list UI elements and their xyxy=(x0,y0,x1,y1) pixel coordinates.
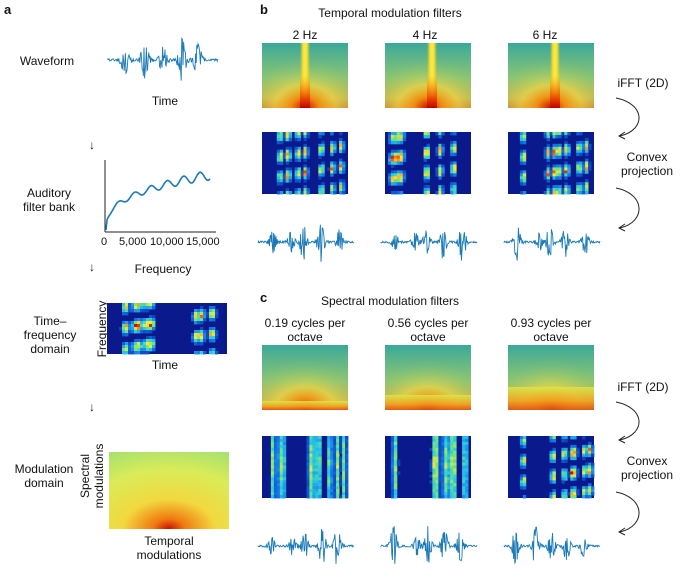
arrow-down-icon: ↓ xyxy=(89,138,95,152)
curved-arrow-icon xyxy=(615,401,640,444)
tf-time-caption: Time xyxy=(151,358,179,372)
filterbank-frequency-caption: Frequency xyxy=(134,262,192,276)
temporal-spectrogram-2hz xyxy=(262,132,348,195)
panel-b-col-6hz: 6 Hz xyxy=(532,28,558,42)
spectral-spectrogram-056 xyxy=(385,436,471,499)
spectral-waveform-019 xyxy=(257,528,355,564)
panel-c-letter: c xyxy=(260,290,268,305)
modulation-domain-label: Modulation domain xyxy=(14,462,74,490)
temporal-waveform-2hz xyxy=(257,224,354,262)
panel-b-col-4hz: 4 Hz xyxy=(412,28,438,42)
temporal-filter-6hz xyxy=(508,43,594,108)
modulation-domain-plot xyxy=(109,452,229,529)
panel-c-convex-label: Convex projection xyxy=(620,454,674,482)
panel-a-letter: a xyxy=(4,2,12,17)
spectral-waveform-056 xyxy=(380,526,478,564)
spectral-filter-019 xyxy=(262,345,348,410)
filterbank-label: Auditory filter bank xyxy=(22,186,76,214)
panel-b-title: Temporal modulation filters xyxy=(318,6,462,20)
modulation-xlabel: Temporal modulations xyxy=(136,534,202,562)
modulation-ylabel: Spectral modulations xyxy=(78,443,106,509)
tick-10000: 10,000 xyxy=(150,236,184,248)
filterbank-plot xyxy=(104,160,216,233)
waveform-label: Waveform xyxy=(19,54,75,68)
spectral-filter-093 xyxy=(508,345,594,410)
panel-c-col-093: 0.93 cycles per octave xyxy=(510,316,592,344)
waveform-time-caption: Time xyxy=(151,94,179,108)
tf-spectrogram xyxy=(107,303,227,355)
tf-domain-label: Time– frequency domain xyxy=(23,314,77,356)
curved-arrow-icon xyxy=(615,97,640,140)
spectral-filter-056 xyxy=(385,345,471,410)
waveform-plot xyxy=(107,36,219,81)
temporal-spectrogram-4hz xyxy=(385,132,471,195)
spectral-spectrogram-019 xyxy=(262,436,349,499)
panel-c-col-019: 0.19 cycles per octave xyxy=(264,316,346,344)
arrow-down-icon: ↓ xyxy=(89,400,95,414)
temporal-filter-4hz xyxy=(385,43,471,108)
arrow-down-icon: ↓ xyxy=(89,260,95,274)
curved-arrow-icon xyxy=(615,491,640,536)
tick-0: 0 xyxy=(101,236,108,248)
temporal-waveform-6hz xyxy=(503,227,601,261)
tick-15000: 15,000 xyxy=(186,236,220,248)
temporal-filter-2hz xyxy=(262,43,348,108)
curved-arrow-icon xyxy=(615,187,640,232)
panel-b-ifft-label: iFFT (2D) xyxy=(617,76,669,90)
temporal-waveform-4hz xyxy=(380,230,478,261)
panel-b-letter: b xyxy=(260,2,268,17)
spectral-waveform-093 xyxy=(503,526,601,565)
panel-c-col-056: 0.56 cycles per octave xyxy=(387,316,469,344)
panel-b-convex-label: Convex projection xyxy=(620,150,674,178)
spectral-spectrogram-093 xyxy=(508,436,595,499)
panel-b-col-2hz: 2 Hz xyxy=(292,28,318,42)
panel-c-ifft-label: iFFT (2D) xyxy=(617,380,669,394)
temporal-spectrogram-6hz xyxy=(508,132,594,195)
tick-5000: 5,000 xyxy=(119,236,147,248)
panel-c-title: Spectral modulation filters xyxy=(320,294,460,308)
